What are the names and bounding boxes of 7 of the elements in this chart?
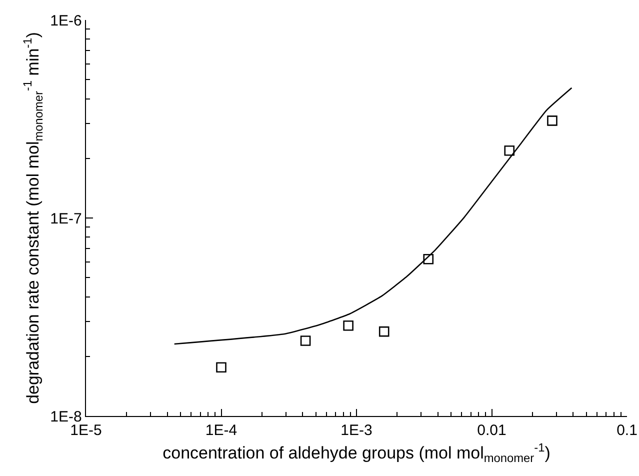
y-tick-label: 1E-6 (50, 12, 82, 30)
x-tick-label: 1E-4 (205, 422, 238, 440)
x-axis-title: concentration of aldehyde groups (mol mol$_{monomer}$$^{-1}$) (162, 440, 550, 466)
x-tick-label: 0.1 (616, 422, 638, 440)
y-tick-label: 1E-7 (50, 210, 82, 228)
x-tick-label: 0.01 (477, 422, 506, 440)
x-tick-label: 1E-3 (340, 422, 372, 440)
